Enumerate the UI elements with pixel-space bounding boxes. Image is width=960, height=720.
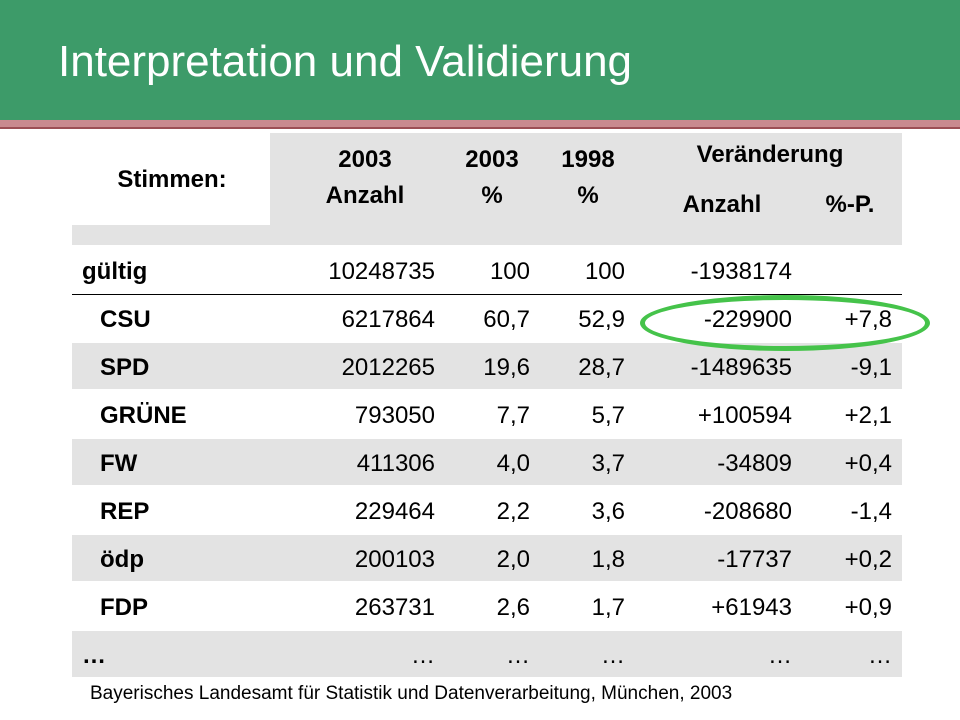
cell-diff-anzahl: -208680 [703, 498, 792, 525]
cell-diff-anzahl: -1938174 [690, 258, 792, 285]
cell-anzahl-2003: 411306 [356, 450, 435, 477]
cell-anzahl-2003: 200103 [354, 546, 435, 573]
cell-pct-1998: 3,7 [591, 450, 625, 477]
cell-pct-2003: … [506, 642, 530, 669]
header-2003-pct-year: 2003 [465, 146, 519, 173]
cell-diff-pp: +0,9 [844, 594, 892, 621]
cell-diff-anzahl: +100594 [697, 402, 792, 429]
cell-pct-2003: 100 [489, 258, 530, 285]
cell-anzahl-2003: 2012265 [341, 354, 435, 381]
cell-pct-2003: 60,7 [483, 306, 530, 333]
cell-diff-pp: +0,2 [844, 546, 892, 573]
row-label: REP [100, 498, 150, 525]
row-label: gültig [82, 258, 148, 285]
row-label: FDP [100, 594, 148, 621]
cell-diff-pp: +2,1 [844, 402, 892, 429]
cell-pct-1998: 52,9 [578, 306, 625, 333]
row-band [72, 439, 902, 485]
header-2003-pct-unit: % [481, 182, 503, 209]
cell-diff-anzahl: … [768, 642, 792, 669]
header-1998-pct-year: 1998 [561, 146, 615, 173]
header-veraenderung: Veränderung [696, 141, 844, 168]
cell-diff-anzahl: -34809 [717, 450, 792, 477]
cell-anzahl-2003: 10248735 [328, 258, 435, 285]
cell-pct-2003: 2,6 [496, 594, 530, 621]
cell-pct-1998: 28,7 [578, 354, 625, 381]
total-row-divider [72, 294, 902, 295]
source-note: Bayerisches Landesamt für Statistik und … [90, 683, 733, 704]
title-divider [0, 120, 960, 127]
cell-pct-1998: 1,7 [591, 594, 625, 621]
cell-pct-2003: 19,6 [483, 354, 530, 381]
cell-pct-2003: 2,2 [496, 498, 530, 525]
cell-pct-2003: 4,0 [496, 450, 530, 477]
cell-diff-pp: … [868, 642, 892, 669]
row-label: ödp [100, 546, 144, 573]
cell-anzahl-2003: 793050 [354, 402, 435, 429]
cell-pct-2003: 2,0 [496, 546, 530, 573]
title-divider-shadow [0, 127, 960, 129]
cell-pct-1998: 1,8 [591, 546, 625, 573]
cell-anzahl-2003: 6217864 [341, 306, 435, 333]
row-band [72, 631, 902, 677]
header-stimmen: Stimmen: [117, 166, 227, 193]
header-veraenderung-anzahl: Anzahl [682, 191, 762, 218]
cell-anzahl-2003: 229464 [354, 498, 435, 525]
row-label: FW [100, 450, 138, 477]
cell-pct-1998: 100 [584, 258, 625, 285]
row-label: CSU [100, 306, 151, 333]
cell-diff-pp: -1,4 [850, 498, 892, 525]
header-veraenderung-pp: %-P. [825, 191, 875, 218]
cell-anzahl-2003: 263731 [354, 594, 435, 621]
header-2003-anzahl-year: 2003 [338, 146, 392, 173]
cell-diff-pp [795, 248, 892, 296]
row-label: GRÜNE [100, 402, 187, 429]
highlight-oval [640, 295, 930, 351]
cell-diff-anzahl: -1489635 [690, 354, 792, 381]
cell-pct-2003: 7,7 [496, 402, 530, 429]
header-2003-anzahl-unit: Anzahl [325, 182, 405, 209]
header-1998-pct-unit: % [577, 182, 599, 209]
cell-pct-1998: … [601, 642, 625, 669]
row-label: … [82, 642, 106, 669]
row-band [72, 535, 902, 581]
slide-title: Interpretation und Validierung [58, 37, 633, 86]
cell-diff-anzahl: -17737 [717, 546, 792, 573]
cell-anzahl-2003: … [411, 642, 435, 669]
cell-diff-pp: -9,1 [850, 354, 892, 381]
cell-diff-pp: +0,4 [844, 450, 892, 477]
title-bar [0, 0, 960, 120]
row-label: SPD [100, 354, 150, 381]
table-header-corner [72, 133, 270, 225]
cell-pct-1998: 5,7 [591, 402, 625, 429]
cell-diff-anzahl: +61943 [711, 594, 792, 621]
cell-pct-1998: 3,6 [591, 498, 625, 525]
